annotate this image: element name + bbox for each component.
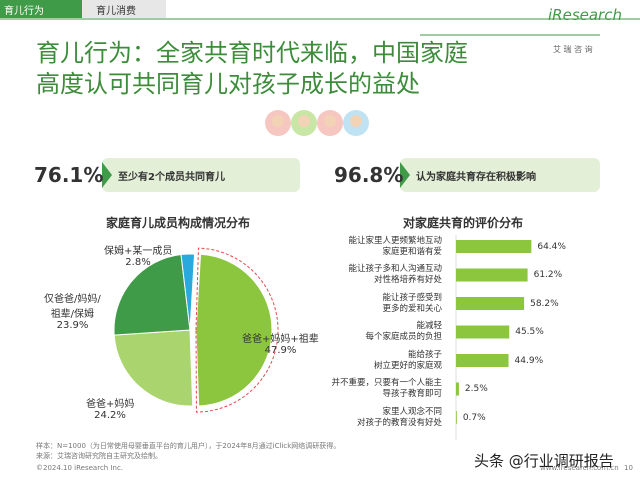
- footnote: 来源：艾瑞咨询研究院自主研究及绘制。: [36, 452, 162, 460]
- logo: iResearch: [548, 6, 622, 24]
- copyright: ©2024.10 iResearch Inc.: [36, 464, 124, 472]
- pie-value-label: 2.8%: [125, 257, 151, 268]
- pie-slice: [195, 253, 273, 407]
- footnote: 样本：N=1000（为日常使用母婴垂直平台的育儿用户），于2024年8月通过iC…: [36, 442, 341, 450]
- stat-box: [400, 158, 600, 192]
- tab-bg: [82, 0, 166, 18]
- pie-value-label: 23.9%: [56, 320, 89, 331]
- pie-label: 爸爸+妈妈+祖辈: [242, 334, 319, 345]
- bar-category-label: 能给孩子 树立更好的家庭观: [373, 349, 442, 371]
- title-line: 高度认可共同育儿对孩子成长的益处: [36, 70, 420, 98]
- bar-value-label: 0.7%: [462, 412, 486, 423]
- stat-arrow: [400, 162, 410, 188]
- url: www.iresearch.com.cn: [540, 464, 619, 472]
- bar-category-label: 能让孩子多和人沟通互动 对性格培养有好处: [348, 264, 442, 285]
- bar: [456, 382, 459, 396]
- stat-box: [102, 158, 300, 192]
- stat-value: 76.1%: [34, 163, 104, 187]
- stat-value: 96.8%: [334, 163, 404, 187]
- bar-category-label: 并不重要，只要有一个人能主 导孩子教育即可: [331, 378, 442, 399]
- bar: [456, 325, 510, 339]
- chart-title: 对家庭共育的评价分布: [403, 216, 524, 230]
- page-number: 10: [624, 464, 633, 472]
- logo-sub: 艾 瑞 咨 询: [553, 45, 593, 54]
- pie-value-label: 24.2%: [94, 410, 126, 421]
- tab[interactable]: 育儿行为: [4, 6, 44, 17]
- bar-value-label: 61.2%: [533, 270, 563, 280]
- bar: [456, 411, 457, 424]
- pie-slice: [180, 253, 196, 331]
- bar-value-label: 58.2%: [530, 298, 559, 309]
- bar: [456, 268, 528, 282]
- bar-value-label: 2.5%: [464, 384, 488, 394]
- pie-value-label: 47.9%: [264, 345, 297, 356]
- stat-arrow: [102, 162, 112, 188]
- bar-value-label: 45.5%: [515, 327, 544, 337]
- stat-text: 至少有2个成员共同育儿: [118, 172, 225, 183]
- title-line: 育儿行为：全家共育时代来临，中国家庭: [36, 39, 468, 67]
- bar-category-label: 家里人观念不同 对孩子的教育没有好处: [356, 406, 442, 428]
- bar-category-label: 能让家里人更频繁地互动 家庭更和谐有爱: [348, 235, 442, 257]
- bar-value-label: 44.9%: [514, 355, 544, 366]
- pie-label: 仅爸爸/妈妈/ 祖辈/保姆: [44, 294, 101, 320]
- chart-title: 家庭育儿成员构成情况分布: [106, 216, 251, 230]
- tab[interactable]: 育儿消费: [96, 6, 136, 17]
- bar: [456, 240, 532, 253]
- pie-label: 保姆+某一成员: [104, 246, 173, 257]
- pie-slice: [113, 253, 191, 336]
- pie-slice: [113, 329, 194, 407]
- watermark: 头条 @行业调研报告: [474, 452, 614, 470]
- tab-active-bg: [0, 0, 82, 18]
- bar-category-label: 能让孩子感受到 更多的爱和关心: [382, 292, 442, 314]
- bar-category-label: 能减轻 每个家庭成员的负担: [365, 321, 442, 342]
- pie-label: 爸爸+妈妈: [86, 399, 135, 410]
- bar: [456, 297, 525, 310]
- bar: [456, 354, 509, 367]
- people-icons: [265, 110, 369, 136]
- stat-text: 认为家庭共育存在积极影响: [416, 172, 536, 183]
- bar-value-label: 64.4%: [537, 241, 566, 252]
